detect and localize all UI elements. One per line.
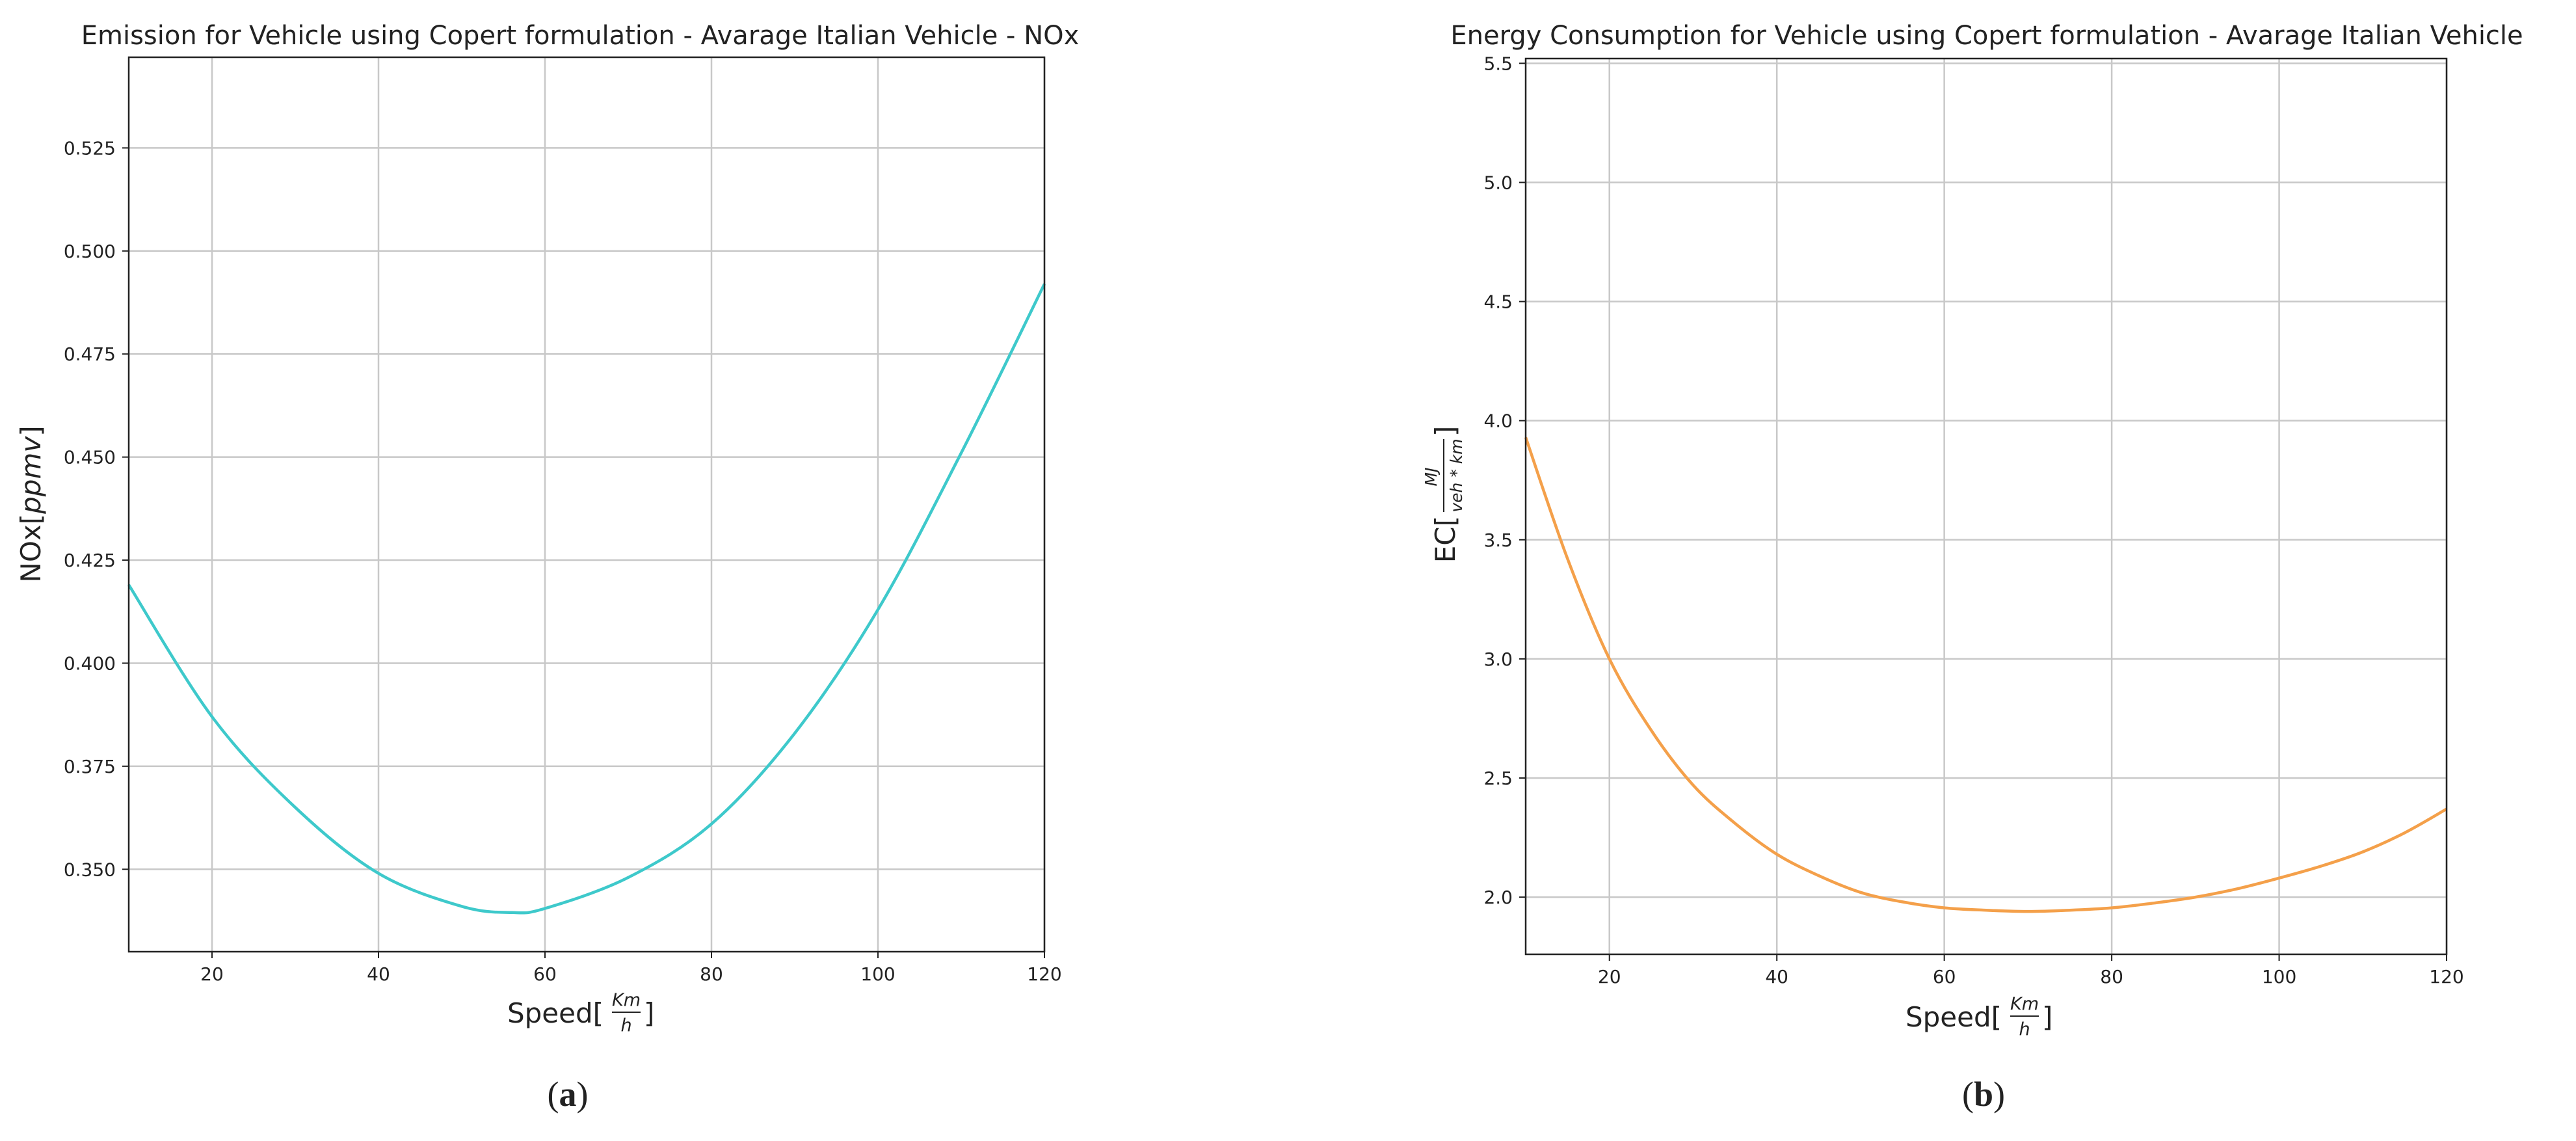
chart-a-xlabel-den: h <box>620 1015 631 1036</box>
series-line-ec <box>1524 436 2448 913</box>
caption-b-letter: b <box>1974 1075 1993 1114</box>
chart-a-xlabel-num: Km <box>612 990 641 1010</box>
y-tick-label: 0.500 <box>64 241 116 262</box>
series-line-nox <box>127 283 1046 915</box>
chart-b-xlabel: Speed[ Km h ] <box>1905 994 2052 1040</box>
y-tick-label: 2.0 <box>1483 887 1513 908</box>
chart-b-ylabel-den: veh * km <box>1447 438 1466 512</box>
x-tick-label: 80 <box>700 963 723 985</box>
x-tick-label: 20 <box>1598 966 1621 987</box>
y-tick-label: 0.525 <box>64 137 116 159</box>
chart-a-y-ticks: 0.350 0.375 0.400 0.425 0.450 0.475 0.500 0.525 <box>64 137 129 880</box>
x-tick-label: 60 <box>533 963 557 985</box>
chart-b: Energy Consumption for Vehicle using Cop… <box>1422 21 2523 1114</box>
chart-b-y-ticks: 2.0 2.5 3.0 3.5 4.0 4.5 5.0 5.5 <box>1483 53 1526 908</box>
chart-b-xlabel-num: Km <box>2010 994 2039 1014</box>
y-tick-label: 0.425 <box>64 550 116 571</box>
caption-a-letter: a <box>559 1075 577 1114</box>
chart-b-ylabel-num: MJ <box>1422 468 1441 487</box>
y-tick-label: 0.375 <box>64 756 116 777</box>
chart-a-xlabel-prefix: Speed[ <box>507 997 604 1029</box>
chart-b-xlabel-den: h <box>2019 1019 2030 1040</box>
chart-a-xlabel-suffix: ] <box>644 997 654 1029</box>
svg-text:(a): (a) <box>548 1075 589 1114</box>
chart-a-ylabel: NOx[ppmv] <box>15 425 47 582</box>
y-tick-label: 3.0 <box>1483 649 1513 670</box>
chart-a-ylabel-suffix: ] <box>15 425 47 436</box>
x-tick-label: 20 <box>200 963 224 985</box>
x-tick-label: 60 <box>1933 966 1956 987</box>
chart-a-x-ticks: 20 40 60 80 100 120 <box>200 952 1062 985</box>
svg-text:(b): (b) <box>1962 1075 2005 1114</box>
chart-a-plot-frame <box>127 56 1046 953</box>
x-tick-label: 80 <box>2100 966 2123 987</box>
chart-a-series <box>127 283 1046 915</box>
caption-b: (b) <box>1962 1075 2005 1114</box>
chart-b-xlabel-suffix: ] <box>2042 1001 2052 1033</box>
y-tick-label: 0.450 <box>64 447 116 468</box>
y-tick-label: 2.5 <box>1483 768 1513 789</box>
x-tick-label: 120 <box>1027 963 1061 985</box>
x-tick-label: 100 <box>2262 966 2296 987</box>
chart-b-title: Energy Consumption for Vehicle using Cop… <box>1450 21 2523 51</box>
chart-b-ylabel-suffix: ] <box>1429 426 1461 436</box>
x-tick-label: 120 <box>2429 966 2463 987</box>
chart-b-ylabel-prefix: EC[ <box>1429 516 1461 563</box>
chart-b-ylabel: EC[ MJ veh * km ] <box>1422 426 1466 563</box>
chart-b-xlabel-prefix: Speed[ <box>1905 1001 2002 1033</box>
chart-b-x-ticks: 20 40 60 80 100 120 <box>1598 954 2464 987</box>
y-tick-label: 3.5 <box>1483 530 1513 551</box>
chart-a-ylabel-unit: ppmv <box>15 436 47 515</box>
x-tick-label: 40 <box>1765 966 1788 987</box>
y-tick-label: 5.0 <box>1483 172 1513 193</box>
y-tick-label: 0.400 <box>64 652 116 674</box>
y-tick-label: 4.5 <box>1483 291 1513 313</box>
y-tick-label: 4.0 <box>1483 410 1513 432</box>
y-tick-label: 0.475 <box>64 343 116 365</box>
chart-a-ylabel-prefix: NOx[ <box>15 514 47 583</box>
x-tick-label: 100 <box>860 963 895 985</box>
y-tick-label: 5.5 <box>1483 53 1513 74</box>
chart-a-title: Emission for Vehicle using Copert formul… <box>81 21 1080 51</box>
chart-b-series <box>1524 436 2448 913</box>
x-tick-label: 40 <box>367 963 390 985</box>
chart-a-xlabel: Speed[ Km h ] <box>507 990 654 1036</box>
y-tick-label: 0.350 <box>64 859 116 880</box>
caption-a: (a) <box>548 1075 589 1114</box>
chart-b-plot-frame <box>1524 57 2448 956</box>
chart-a: Emission for Vehicle using Copert formul… <box>15 21 1079 1114</box>
